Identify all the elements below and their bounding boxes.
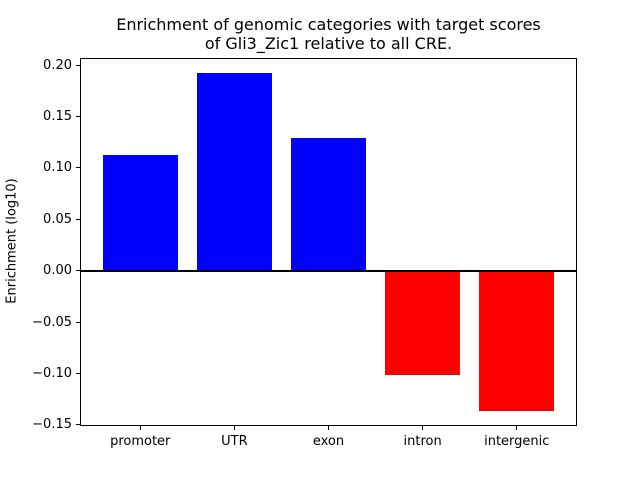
y-tick-label: −0.10 <box>32 366 72 382</box>
bar-exon <box>290 138 367 271</box>
y-tick-label: 0.05 <box>43 211 72 227</box>
y-tick-mark <box>76 373 80 375</box>
y-tick-label: 0.20 <box>43 57 72 73</box>
chart-title: Enrichment of genomic categories with ta… <box>80 15 577 53</box>
y-tick-mark <box>76 116 80 118</box>
x-tick-mark <box>328 426 329 430</box>
x-tick-label-intergenic: intergenic <box>484 434 550 449</box>
y-tick-mark <box>76 424 80 426</box>
x-tick-mark <box>422 426 424 430</box>
x-tick-label-UTR: UTR <box>221 434 248 449</box>
x-tick-label-exon: exon <box>312 434 345 449</box>
y-tick-mark <box>76 64 80 66</box>
y-tick-mark <box>76 218 80 220</box>
bar-intron <box>384 270 461 375</box>
y-tick-mark <box>76 270 80 272</box>
chart-title-line-2: of Gli3_Zic1 relative to all CRE. <box>204 33 453 53</box>
x-tick-label-promoter: promoter <box>110 434 171 449</box>
x-tick-label-intron: intron <box>403 434 442 449</box>
bar-UTR <box>196 73 273 271</box>
x-tick-mark <box>516 426 518 430</box>
y-tick-mark <box>76 167 80 169</box>
y-tick-mark <box>76 321 80 323</box>
y-axis-label: Enrichment (log10) <box>4 178 20 304</box>
x-tick-mark <box>139 426 141 430</box>
x-tick-mark <box>233 426 235 430</box>
y-tick-label: 0.00 <box>43 263 72 279</box>
y-tick-label: 0.15 <box>43 109 72 125</box>
chart-title-line-1: Enrichment of genomic categories with ta… <box>116 15 541 34</box>
bar-promoter <box>102 154 178 271</box>
bar-intergenic <box>479 270 555 411</box>
zero-line <box>80 269 577 272</box>
y-tick-label: 0.10 <box>43 160 72 176</box>
y-tick-label: −0.05 <box>32 314 72 330</box>
y-tick-label: −0.15 <box>32 417 72 433</box>
